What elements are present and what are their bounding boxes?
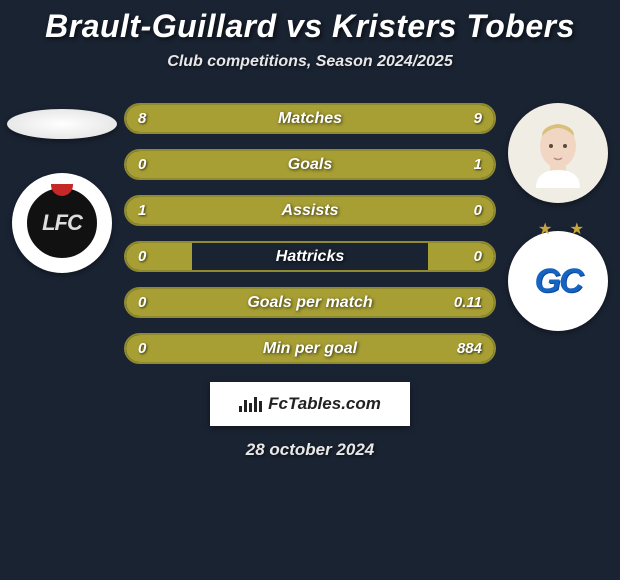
- player-right-avatar: [508, 103, 608, 203]
- stat-value-right: 0: [474, 202, 482, 219]
- player-right-club-badge: ★ ★ GC: [508, 231, 608, 331]
- stat-value-left: 8: [138, 110, 146, 127]
- stat-fill-left: [126, 151, 192, 178]
- stat-fill-left: [126, 289, 192, 316]
- stat-label: Hattricks: [276, 248, 344, 266]
- stat-row: 8 9 Matches: [124, 103, 496, 134]
- stat-fill-right: [192, 151, 494, 178]
- stat-label: Min per goal: [263, 340, 357, 358]
- fctables-logo-icon: [239, 397, 262, 412]
- stat-value-right: 0: [474, 248, 482, 265]
- player-left-avatar: [7, 109, 117, 139]
- stat-value-right: 0.11: [454, 294, 482, 311]
- stat-label: Matches: [278, 110, 342, 128]
- lugano-badge-icon: LFC: [23, 184, 101, 262]
- star-icon: ★: [570, 219, 584, 239]
- player-left-club-badge: LFC: [12, 173, 112, 273]
- player-right-face-icon: [528, 118, 588, 188]
- right-player-column: ★ ★ GC: [504, 99, 612, 331]
- subtitle: Club competitions, Season 2024/2025: [0, 53, 620, 71]
- stat-value-left: 0: [138, 156, 146, 173]
- stat-fill-left: [126, 197, 428, 224]
- stat-value-left: 1: [138, 202, 146, 219]
- left-player-column: LFC: [8, 99, 116, 273]
- stat-value-right: 9: [474, 110, 482, 127]
- stat-row: 1 0 Assists: [124, 195, 496, 226]
- stat-fill-right: [428, 197, 494, 224]
- stat-fill-left: [126, 335, 192, 362]
- stat-value-right: 884: [457, 340, 482, 357]
- stat-value-left: 0: [138, 248, 146, 265]
- page-title: Brault-Guillard vs Kristers Tobers: [0, 8, 620, 45]
- stat-fill-left: [126, 243, 192, 270]
- stat-value-left: 0: [138, 340, 146, 357]
- gc-badge-icon: GC: [514, 237, 602, 325]
- stat-value-left: 0: [138, 294, 146, 311]
- watermark: FcTables.com: [210, 382, 410, 426]
- star-icon: ★: [538, 219, 552, 239]
- stat-label: Goals per match: [247, 294, 372, 312]
- stat-row: 0 0 Hattricks: [124, 241, 496, 272]
- stats-bars: 8 9 Matches 0 1 Goals 1 0 Assists 0 0 Hattricks 0 0.1…: [124, 99, 496, 364]
- stat-value-right: 1: [474, 156, 482, 173]
- stat-row: 0 1 Goals: [124, 149, 496, 180]
- stat-fill-right: [428, 243, 494, 270]
- gc-badge-text: GC: [535, 262, 582, 301]
- watermark-text: FcTables.com: [268, 394, 381, 414]
- stat-row: 0 0.11 Goals per match: [124, 287, 496, 318]
- stat-label: Assists: [282, 202, 339, 220]
- stat-fill-left: [126, 105, 299, 132]
- stat-label: Goals: [288, 156, 332, 174]
- footer-date: 28 october 2024: [0, 440, 620, 460]
- stat-row: 0 884 Min per goal: [124, 333, 496, 364]
- comparison-panel: LFC 8 9 Matches 0 1 Goals 1 0 Assists 0 0 Hattricks…: [0, 99, 620, 364]
